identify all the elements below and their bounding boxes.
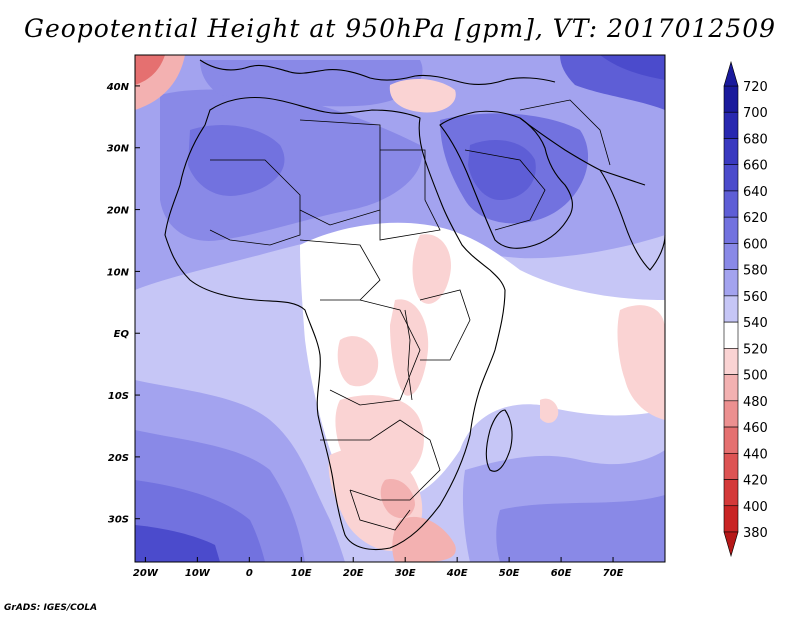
colorbar-swatch [723,400,739,428]
border-egypt-sudan [379,149,441,241]
lon-tick-label: 10W [185,568,211,579]
map-title: Geopotential Height at 950hPa [gpm], VT:… [23,14,777,43]
field-arabia-core [468,140,536,200]
colorbar-swatch [723,190,739,218]
colorbar-swatch [723,164,739,192]
field-ne-core [600,55,665,80]
border-south-2 [349,489,411,531]
border-central-1 [299,239,381,301]
field-turkey-low [389,78,456,113]
field-sahara-core [188,125,285,196]
colorbar-swatch [723,111,739,139]
lon-tick-label: 10E [291,568,312,579]
colorbar-swatch [723,505,739,533]
colorbar-swatch [723,348,739,375]
border-lakes [404,309,413,401]
field-congo-low [337,336,379,387]
colorbar-label: 400 [743,500,768,515]
colorbar-label: 420 [743,474,768,489]
colorbar-label: 380 [743,526,768,541]
colorbar-label: 680 [743,132,768,147]
axis-ticks: 20W 10W 0 10E 20E 30E 40E 50E 60E 70E 40N 30N 20N 10N… [106,82,624,579]
india-coastline [599,169,666,271]
field-nw-corner-low-2 [135,55,165,85]
border-central-2 [329,299,421,406]
colorbar-swatch [723,216,739,244]
lon-tick-label: 20W [133,568,159,579]
grads-credit: GrADS: IGES/COLA [4,603,98,613]
lat-tick-label: 10S [108,391,129,402]
colorbar-label: 560 [743,290,768,305]
colorbar-swatch [723,243,739,270]
lon-tick-label: 0 [246,568,253,579]
lon-tick-label: 60E [551,568,572,579]
colorbar: 720 700 680 660 640 620 600 580 560 540 520 500 480 4… [723,60,768,558]
colorbar-label: 620 [743,211,768,226]
coastlines [164,59,666,551]
lon-tick-label: 50E [499,568,520,579]
colorbar-label: 700 [743,106,768,121]
colorbar-swatch [723,138,739,166]
border-sahara-1 [209,159,301,246]
arabia-coastline [439,110,574,249]
colorbar-swatch [723,452,739,480]
lat-tick-label: 20S [108,453,129,464]
lon-tick-label: 70E [603,568,624,579]
colorbar-label: 520 [743,342,768,357]
africa-coastline [164,96,506,551]
lat-tick-label: 30S [108,515,129,526]
field-se-high [496,495,665,562]
lat-tick-label: 20N [107,206,130,217]
colorbar-label: 440 [743,447,768,462]
lon-tick-label: 30E [395,568,416,579]
field-med-high [200,60,423,107]
border-east [419,289,471,361]
colorbar-swatch [723,85,739,113]
colorbar-swatch [723,479,739,507]
madagascar-coastline [485,409,513,472]
colorbar-label: 460 [743,421,768,436]
colorbar-swatch [723,269,739,297]
field-sw-core [135,525,220,562]
field-great-lakes-low [390,299,429,396]
colorbar-label: 660 [743,159,768,174]
lon-tick-label: 20E [343,568,364,579]
field-east-low [617,305,665,420]
lat-tick-label: 30N [107,144,130,155]
colorbar-label: 580 [743,264,768,279]
colorbar-min-arrow [723,531,739,558]
border-iran [519,99,611,166]
field-mozambique-channel-low [392,516,456,562]
height-field [135,55,665,562]
border-south-1 [320,419,441,501]
europe-coastline [199,59,556,85]
colorbar-label: 500 [743,369,768,384]
lat-tick-label: EQ [114,329,130,340]
colorbar-label: 640 [743,185,768,200]
plot-frame [134,54,666,563]
border-arabia [464,149,546,231]
field-ethiopia-low [412,234,451,304]
colorbar-swatch [723,426,739,454]
lat-tick-label: 40N [106,82,130,93]
colorbar-label: 540 [743,316,768,331]
lon-tick-label: 40E [446,568,468,579]
field-south-africa-core [380,479,415,519]
field-indian-ocean-low [540,398,559,423]
colorbar-swatch [723,374,739,402]
country-borders [209,99,611,531]
colorbar-label: 480 [743,395,768,410]
colorbar-max-arrow [723,60,739,87]
colorbar-swatch [723,295,739,323]
persian-gulf-coast [519,117,646,186]
colorbar-label: 720 [743,80,768,95]
lat-tick-label: 10N [107,267,130,278]
colorbar-label: 600 [743,237,768,252]
colorbar-swatch [723,321,739,349]
